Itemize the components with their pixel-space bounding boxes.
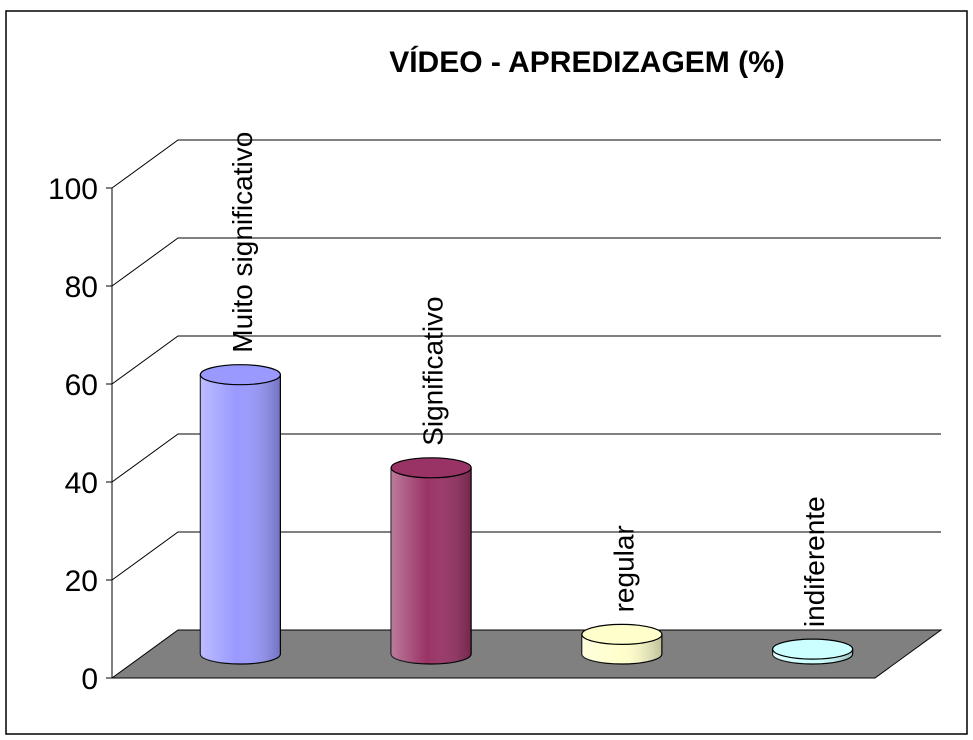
y-tick-label: 60 [65, 369, 98, 402]
bar [390, 457, 472, 665]
bar-label: Muito significativo [227, 132, 258, 353]
bar-top [772, 638, 854, 660]
bar-shade [200, 374, 281, 664]
bar-label: Significativo [418, 296, 449, 445]
y-tick-label: 20 [65, 565, 98, 598]
y-tick-label: 100 [48, 173, 98, 206]
bar-top [581, 623, 663, 646]
bar-top [199, 364, 281, 386]
grid-line [111, 433, 941, 483]
bar-label: regular [608, 525, 639, 612]
grid-line [111, 531, 941, 581]
bar [199, 364, 281, 665]
bar [581, 623, 663, 665]
grid-line [111, 139, 941, 189]
chart-title: VÍDEO - APREDIZAGEM (%) [389, 45, 785, 79]
grid-line [111, 237, 941, 287]
chart-border [5, 10, 968, 735]
bar-label: indiferente [799, 496, 830, 627]
bar-shade [391, 467, 472, 664]
y-tick-label: 40 [65, 467, 98, 500]
y-tick-label: 0 [81, 663, 98, 696]
bar [772, 638, 854, 665]
grid-line [111, 335, 941, 385]
y-tick-label: 80 [65, 271, 98, 304]
bar-top [390, 457, 472, 479]
floor [110, 629, 943, 679]
